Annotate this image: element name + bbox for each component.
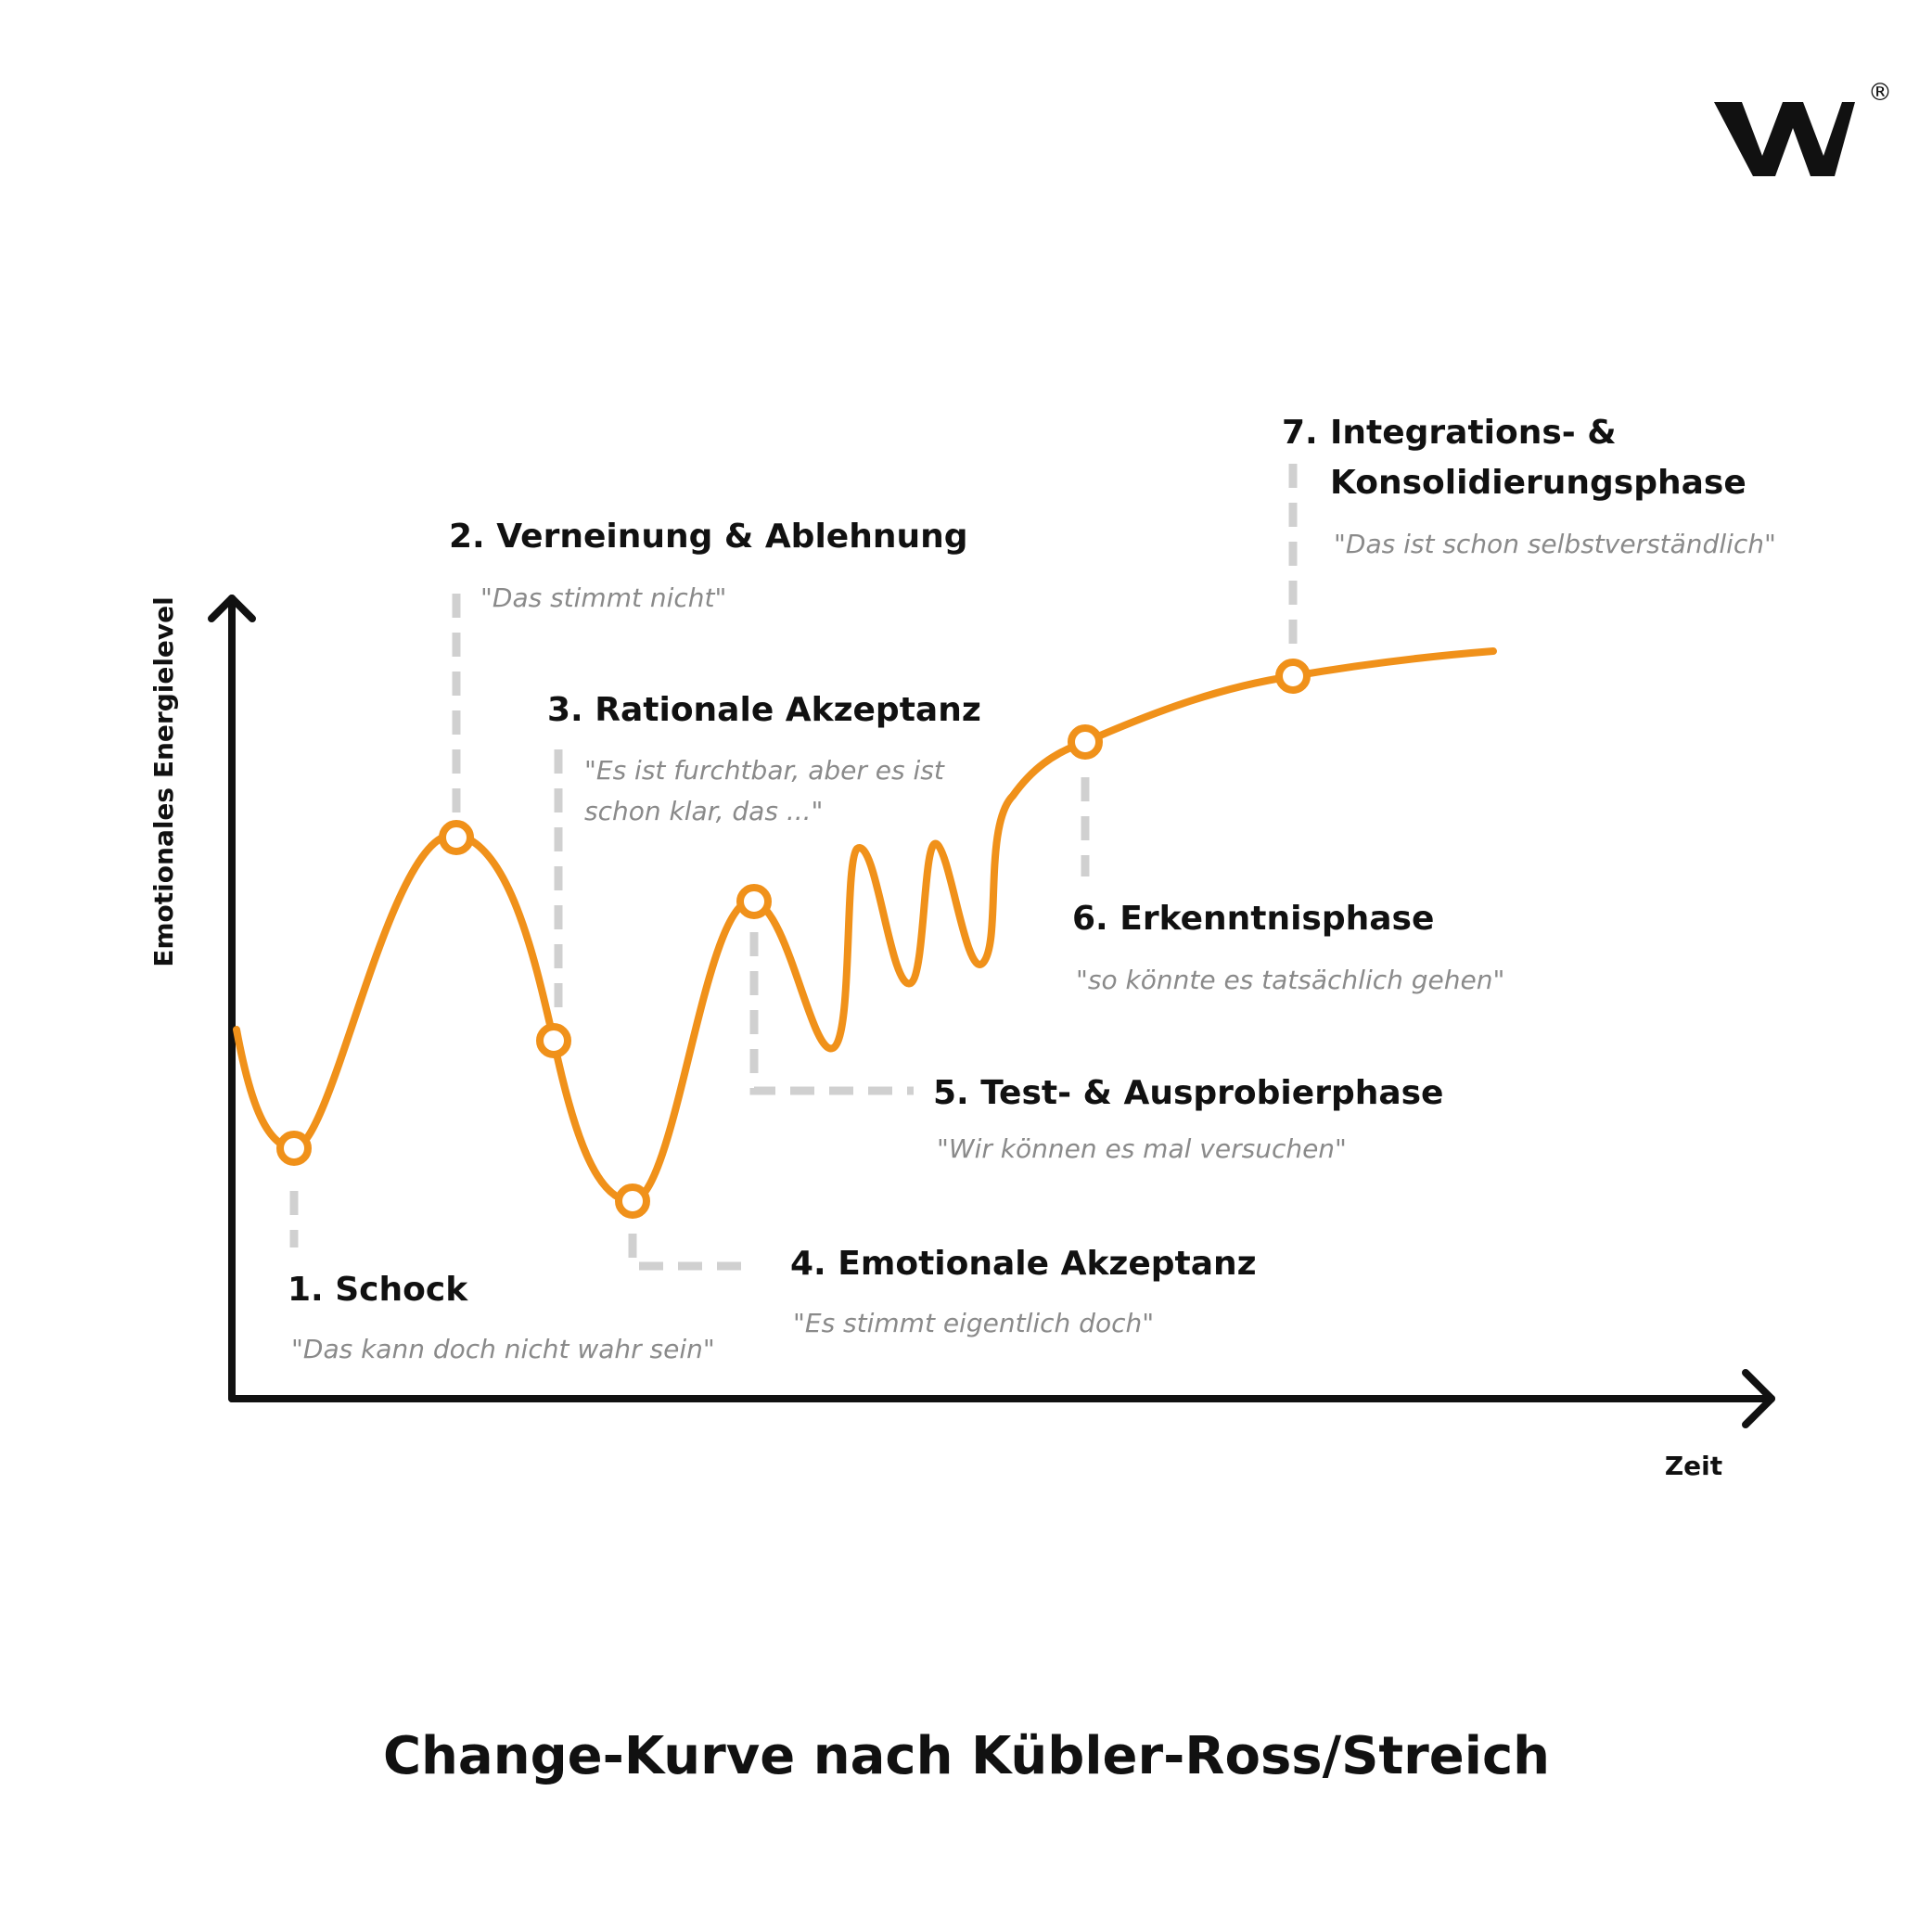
phase-label-4: 4. Emotionale Akzeptanz "Es stimmt eigen… <box>790 1245 1257 1338</box>
registered-mark: ® <box>1868 79 1892 107</box>
marker-phase-3 <box>536 1023 571 1058</box>
phase-7-title-line-2: Konsolidierungsphase <box>1330 464 1746 502</box>
leader-phase-5 <box>749 932 914 1095</box>
phase-7-title-line-1: Integrations- & <box>1330 414 1617 452</box>
phase-label-5: 5. Test- & Ausprobierphase "Wir können e… <box>933 1074 1443 1164</box>
x-axis-arrowhead <box>1742 1369 1775 1428</box>
phase-3-title: 3. Rationale Akzeptanz <box>547 691 981 729</box>
marker-phase-6 <box>1068 724 1103 760</box>
diagram-title: Change-Kurve nach Kübler-Ross/Streich <box>383 1726 1550 1786</box>
phase-label-2: 2. Verneinung & Ablehnung "Das stimmt ni… <box>449 518 968 613</box>
phase-3-quote-line-2: schon klar, das ..." <box>584 796 823 826</box>
phase-5-title: 5. Test- & Ausprobierphase <box>933 1074 1443 1112</box>
marker-phase-7 <box>1275 659 1311 694</box>
phase-label-6: 6. Erkenntnisphase "so könnte es tatsäch… <box>1072 900 1504 995</box>
leader-lines <box>289 464 1298 1271</box>
phase-2-title: 2. Verneinung & Ablehnung <box>449 518 968 556</box>
phase-label-1: 1. Schock "Das kann doch nicht wahr sein… <box>288 1271 715 1364</box>
phase-1-quote: "Das kann doch nicht wahr sein" <box>291 1334 715 1364</box>
phase-7-number: 7. <box>1282 414 1318 452</box>
phase-6-quote: "so könnte es tatsächlich gehen" <box>1076 965 1504 995</box>
axes: Emotionales Energielevel Zeit <box>148 595 1775 1481</box>
phase-4-title: 4. Emotionale Akzeptanz <box>790 1245 1257 1283</box>
marker-phase-5 <box>736 884 772 919</box>
y-axis-label: Emotionales Energielevel <box>148 596 179 967</box>
phase-label-7: 7. Integrations- & Konsolidierungsphase … <box>1282 414 1776 559</box>
brand-logo: ® <box>1714 79 1892 176</box>
marker-phase-2 <box>439 820 474 855</box>
phase-2-quote: "Das stimmt nicht" <box>480 582 726 613</box>
x-axis-label: Zeit <box>1665 1451 1722 1481</box>
y-axis-arrowhead <box>208 595 256 622</box>
phase-label-3: 3. Rationale Akzeptanz "Es ist furchtbar… <box>547 691 981 826</box>
phase-4-quote: "Es stimmt eigentlich doch" <box>793 1308 1154 1338</box>
w-logo-mark <box>1714 102 1855 176</box>
phase-markers <box>276 659 1311 1219</box>
phase-1-title: 1. Schock <box>288 1271 468 1309</box>
marker-phase-1 <box>276 1131 312 1166</box>
leader-phase-4 <box>628 1234 756 1271</box>
phase-7-quote: "Das ist schon selbstverständlich" <box>1334 529 1776 559</box>
marker-phase-4 <box>615 1184 650 1219</box>
phase-3-quote-line-1: "Es ist furchtbar, aber es ist <box>584 755 945 786</box>
phase-6-title: 6. Erkenntnisphase <box>1072 900 1434 938</box>
phase-5-quote: "Wir können es mal versuchen" <box>937 1133 1347 1164</box>
